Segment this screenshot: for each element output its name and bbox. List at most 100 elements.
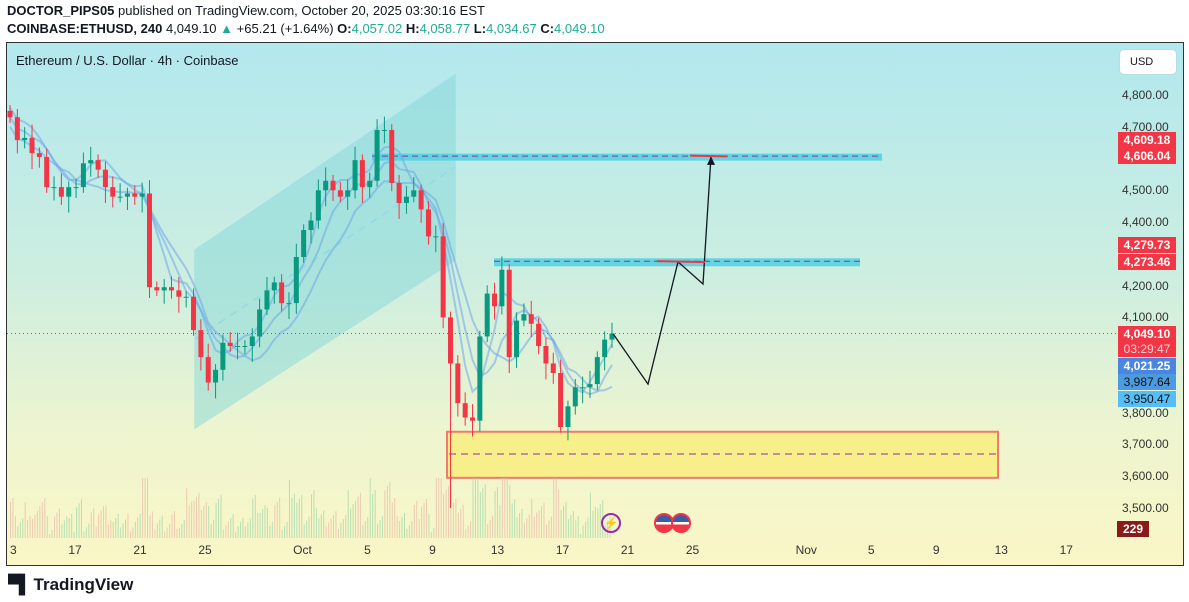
y-tick-label: 4,800.00	[1122, 88, 1169, 102]
candle-body	[279, 282, 285, 304]
high-label: H:	[405, 21, 420, 36]
candle-body	[22, 137, 28, 141]
volume-bar	[36, 511, 38, 538]
volume-bar	[543, 502, 545, 538]
volume-bar	[396, 516, 398, 538]
volume-bar	[93, 508, 95, 538]
currency-button[interactable]: USD	[1120, 50, 1176, 74]
candle-body	[352, 160, 358, 191]
volume-bar	[266, 507, 268, 538]
candle-body	[88, 160, 94, 164]
volume-bar	[242, 518, 244, 538]
candle-body	[455, 363, 461, 404]
candle-body	[374, 129, 380, 181]
volume-bar	[213, 520, 215, 538]
event-icon-us-flag[interactable]	[671, 513, 691, 533]
volume-bar	[470, 521, 472, 538]
chart-title: Ethereum / U.S. Dollar · 4h · Coinbase	[16, 53, 239, 68]
volume-bar	[411, 521, 413, 538]
open-value: 4,057.02	[351, 21, 403, 36]
volume-bar	[455, 498, 457, 538]
volume-bar	[276, 501, 278, 538]
volume-bar	[41, 502, 43, 538]
candle-body	[543, 345, 549, 364]
volume-bar	[281, 530, 283, 538]
volume-bar	[191, 501, 193, 538]
brand-name: TradingView	[33, 574, 134, 594]
candle-body	[580, 387, 586, 389]
volume-bar	[102, 506, 104, 538]
volume-bar	[181, 524, 183, 538]
volume-bar	[176, 529, 178, 538]
volume-label: 229	[1117, 521, 1149, 537]
volume-bar	[235, 532, 237, 538]
volume-bar	[298, 498, 300, 538]
volume-bar	[95, 526, 97, 538]
volume-bar	[120, 527, 122, 538]
volume-bar	[178, 528, 180, 538]
candle-body	[183, 296, 189, 298]
volume-bar	[450, 484, 452, 538]
candle-body	[381, 129, 387, 131]
tv-logo-icon: ▀▌	[8, 574, 31, 594]
candle-body	[132, 193, 138, 197]
candle-body	[609, 333, 615, 340]
y-tick-label: 4,400.00	[1122, 215, 1169, 230]
volume-bar	[156, 523, 158, 538]
volume-bar	[107, 524, 109, 538]
volume-bar	[511, 503, 513, 538]
x-tick-label: Nov	[795, 543, 817, 557]
candle-body	[558, 372, 564, 427]
volume-bar	[134, 521, 136, 538]
volume-bar	[347, 490, 349, 538]
candle-body	[36, 153, 42, 157]
band-label-2: 3,987.64	[1118, 374, 1176, 390]
volume-bar	[320, 514, 322, 538]
volume-bar	[149, 515, 151, 538]
volume-bar	[296, 502, 298, 538]
low-label: L:	[473, 21, 487, 36]
symbol: COINBASE:ETHUSD, 240	[7, 21, 163, 36]
volume-bar	[575, 520, 577, 538]
volume-bar	[337, 529, 339, 538]
volume-bar	[440, 478, 442, 538]
candle-body	[337, 190, 343, 197]
volume-bar	[362, 525, 364, 538]
volume-bar	[129, 531, 131, 538]
volume-bar	[100, 510, 102, 538]
event-icon-earnings[interactable]: ⚡	[601, 513, 621, 533]
symbol-info: COINBASE:ETHUSD, 240 4,049.10 ▲ +65.21 (…	[7, 21, 605, 36]
candle-body	[73, 187, 79, 189]
candle-body	[514, 320, 520, 358]
author[interactable]: DOCTOR_PIPS05	[7, 3, 115, 18]
volume-bar	[550, 516, 552, 538]
volume-bar	[560, 509, 562, 538]
volume-bar	[203, 506, 205, 538]
volume-bar	[413, 505, 415, 538]
volume-bar	[597, 508, 599, 538]
target-line-mid	[656, 260, 706, 264]
volume-bar	[220, 494, 222, 538]
volume-bar	[541, 506, 543, 538]
volume-bar	[521, 509, 523, 538]
volume-bar	[76, 507, 78, 538]
volume-bar	[161, 515, 163, 538]
volume-bar	[430, 532, 432, 538]
volume-bar	[333, 515, 335, 538]
band-label-1: 4,021.25	[1118, 358, 1176, 374]
volume-bar	[17, 526, 19, 538]
volume-bar	[32, 519, 34, 538]
volume-bar	[240, 522, 242, 538]
open-label: O:	[337, 21, 352, 36]
volume-bar	[391, 502, 393, 538]
change: +65.21 (+1.64%)	[236, 21, 334, 36]
tradingview-logo[interactable]: ▀▌ TradingView	[8, 574, 133, 595]
candle-body	[80, 163, 86, 188]
candle-body	[213, 369, 219, 383]
volume-bar	[536, 512, 538, 538]
volume-bar	[448, 485, 450, 538]
volume-bar	[284, 526, 286, 538]
volume-bar	[254, 494, 256, 538]
volume-bar	[423, 502, 425, 538]
